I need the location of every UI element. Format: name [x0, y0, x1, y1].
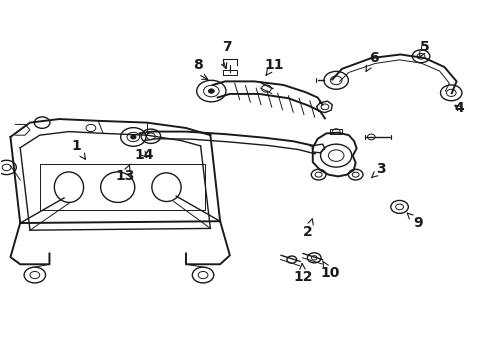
Text: 9: 9 [407, 213, 422, 230]
Text: 3: 3 [370, 162, 385, 178]
Text: 5: 5 [419, 40, 429, 57]
Circle shape [208, 89, 214, 93]
Circle shape [131, 135, 136, 139]
Text: 10: 10 [320, 261, 339, 280]
Text: 11: 11 [264, 58, 283, 75]
Text: 7: 7 [222, 40, 232, 54]
Text: 14: 14 [135, 148, 154, 162]
Text: 13: 13 [115, 164, 135, 183]
Text: 6: 6 [366, 51, 378, 71]
Text: 12: 12 [293, 264, 312, 284]
Text: 8: 8 [193, 58, 203, 72]
Text: 2: 2 [303, 219, 313, 239]
Text: 4: 4 [453, 101, 463, 115]
Text: 1: 1 [71, 139, 85, 159]
